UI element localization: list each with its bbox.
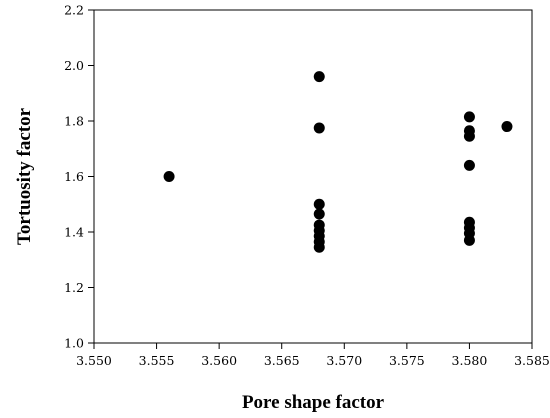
data-point — [463, 159, 475, 171]
data-point — [313, 198, 325, 210]
data-point — [313, 71, 325, 83]
y-tick-label: 2.0 — [64, 58, 84, 73]
y-tick-label: 1.6 — [64, 169, 84, 184]
data-point — [463, 234, 475, 246]
y-tick-label: 1.4 — [64, 225, 84, 240]
x-tick-label: 3.555 — [139, 353, 175, 368]
data-point — [313, 208, 325, 220]
y-axis-title: Tortuosity factor — [14, 107, 35, 245]
x-axis-ticks: 3.550 3.555 3.560 3.565 3.570 3.575 3.580 3.585 — [76, 343, 550, 368]
plot-frame — [93, 9, 533, 344]
data-point — [313, 241, 325, 253]
x-tick-label: 3.585 — [514, 353, 550, 368]
x-tick-label: 3.550 — [76, 353, 112, 368]
data-point — [463, 111, 475, 123]
x-tick-label: 3.560 — [201, 353, 237, 368]
data-point — [501, 121, 513, 133]
y-tick-label: 1.8 — [64, 114, 84, 129]
y-tick-label: 1.2 — [64, 280, 84, 295]
x-tick-label: 3.565 — [264, 353, 300, 368]
x-tick-label: 3.580 — [452, 353, 488, 368]
y-axis-ticks: 1.0 1.2 1.4 1.6 1.8 2.0 2.2 — [64, 3, 94, 351]
y-tick-label: 2.2 — [64, 3, 84, 18]
x-tick-label: 3.575 — [389, 353, 425, 368]
data-point — [163, 171, 175, 182]
data-point — [313, 122, 325, 134]
x-axis-title: Pore shape factor — [242, 392, 385, 413]
y-tick-label: 1.0 — [64, 336, 84, 351]
x-tick-label: 3.570 — [326, 353, 362, 368]
data-point — [463, 130, 475, 142]
data-points — [163, 71, 513, 253]
